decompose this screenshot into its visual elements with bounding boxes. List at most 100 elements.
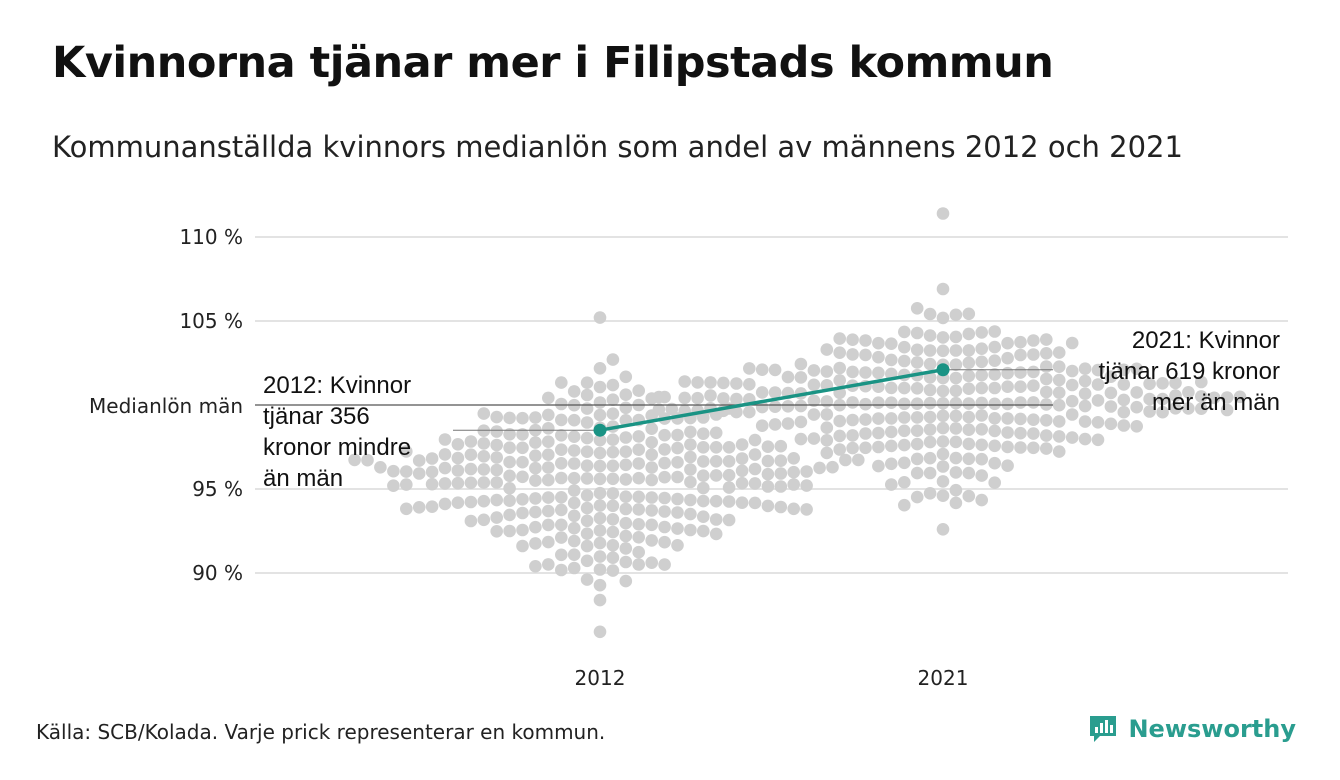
municipality-dot-2012: [787, 465, 800, 479]
municipality-dot-2012: [632, 430, 645, 443]
municipality-dot-2012: [684, 523, 697, 537]
municipality-dot-2021: [910, 397, 924, 411]
municipality-dot-2021: [962, 437, 976, 451]
municipality-dot-2021: [859, 334, 872, 347]
municipality-dot-2021: [1001, 351, 1014, 365]
municipality-dot-2012: [593, 362, 607, 375]
municipality-dot-2021: [910, 466, 924, 480]
municipality-dot-2021: [923, 307, 937, 321]
municipality-dot-2021: [1220, 403, 1234, 417]
municipality-dot-2012: [490, 511, 504, 524]
municipality-dot-2021: [910, 343, 924, 357]
municipality-dot-2021: [949, 358, 963, 372]
municipality-dot-2021: [1130, 400, 1143, 414]
municipality-dot-2021: [872, 459, 885, 473]
municipality-dot-2012: [697, 441, 710, 454]
municipality-dot-2021: [949, 344, 963, 357]
municipality-dot-2021: [1001, 366, 1014, 380]
municipality-dot-2021: [898, 456, 911, 470]
municipality-dot-2021: [846, 441, 859, 455]
municipality-dot-2012: [645, 461, 658, 474]
municipality-dot-2012: [787, 478, 800, 491]
municipality-dot-2012: [735, 464, 749, 478]
municipality-dot-2012: [490, 438, 504, 452]
municipality-dot-2012: [580, 402, 594, 415]
municipality-dot-2021: [820, 421, 834, 435]
municipality-dot-2021: [1040, 429, 1053, 442]
municipality-dot-2012: [761, 467, 775, 481]
municipality-dot-2012: [774, 439, 788, 453]
municipality-dot-2021: [898, 354, 911, 368]
municipality-dot-2012: [477, 476, 491, 489]
municipality-dot-2021: [755, 363, 769, 377]
municipality-dot-2012: [348, 453, 361, 467]
annotation-2012-line: kronor mindre: [263, 434, 411, 461]
dots-layer: [348, 207, 1247, 639]
municipality-dot-2021: [898, 325, 911, 339]
municipality-dot-2021: [936, 384, 950, 398]
municipality-dot-2021: [1001, 397, 1014, 411]
municipality-dot-2012: [555, 457, 568, 470]
municipality-dot-2012: [580, 376, 594, 390]
municipality-dot-2021: [910, 302, 924, 315]
municipality-dot-2012: [567, 521, 581, 535]
municipality-dot-2021: [1117, 405, 1131, 419]
chart-subtitle: Kommunanställda kvinnors medianlön som a…: [52, 130, 1183, 164]
municipality-dot-2021: [936, 489, 950, 503]
municipality-dot-2012: [555, 413, 568, 427]
municipality-dot-2021: [1143, 377, 1156, 391]
municipality-dot-2021: [885, 425, 898, 439]
municipality-dot-2021: [1001, 440, 1014, 454]
municipality-dot-2012: [490, 493, 504, 507]
municipality-dot-2021: [988, 340, 1001, 354]
municipality-dot-2012: [580, 573, 594, 586]
municipality-dot-2021: [730, 392, 743, 406]
municipality-dot-2012: [490, 463, 504, 477]
municipality-dot-2021: [1014, 412, 1027, 426]
municipality-dot-2021: [936, 475, 950, 488]
municipality-dot-2021: [975, 409, 988, 422]
municipality-dot-2021: [949, 384, 963, 398]
municipality-dot-2021: [1014, 348, 1027, 362]
municipality-dot-2021: [898, 424, 911, 438]
municipality-dot-2012: [542, 461, 555, 474]
municipality-dot-2012: [387, 464, 400, 478]
municipality-dot-2012: [477, 463, 491, 476]
municipality-dot-2021: [975, 355, 988, 369]
municipality-dot-2012: [671, 470, 684, 484]
municipality-dot-2021: [936, 447, 950, 461]
municipality-dot-2021: [807, 378, 821, 392]
municipality-dot-2012: [709, 527, 723, 541]
municipality-dot-2012: [464, 476, 478, 490]
municipality-dot-2012: [425, 500, 439, 513]
municipality-dot-2012: [555, 443, 568, 457]
municipality-dot-2021: [1040, 372, 1053, 386]
municipality-dot-2021: [820, 343, 834, 356]
municipality-dot-2021: [794, 357, 808, 371]
municipality-dot-2021: [794, 432, 808, 446]
municipality-dot-2021: [923, 344, 937, 357]
municipality-dot-2021: [898, 381, 911, 395]
municipality-dot-2012: [800, 503, 813, 516]
municipality-dot-2021: [872, 336, 885, 350]
annotation-2012-line: tjänar 356: [263, 403, 370, 430]
municipality-dot-2021: [833, 414, 846, 428]
municipality-dot-2021: [962, 397, 976, 410]
municipality-dot-2012: [645, 504, 658, 517]
municipality-dot-2012: [542, 391, 555, 405]
municipality-dot-2021: [781, 400, 795, 413]
municipality-dot-2021: [936, 331, 950, 344]
municipality-dot-2012: [722, 468, 736, 482]
municipality-dot-2021: [885, 478, 898, 491]
municipality-dot-2012: [567, 484, 581, 497]
municipality-dot-2012: [748, 448, 762, 461]
municipality-dot-2021: [1001, 380, 1014, 394]
municipality-dot-2021: [717, 392, 730, 405]
municipality-dot-2021: [898, 438, 911, 452]
municipality-dot-2021: [1195, 390, 1208, 403]
municipality-dot-2012: [658, 520, 671, 534]
municipality-dot-2012: [516, 506, 529, 520]
municipality-dot-2012: [658, 491, 671, 505]
municipality-dot-2021: [898, 498, 911, 512]
municipality-dot-2012: [542, 558, 555, 571]
